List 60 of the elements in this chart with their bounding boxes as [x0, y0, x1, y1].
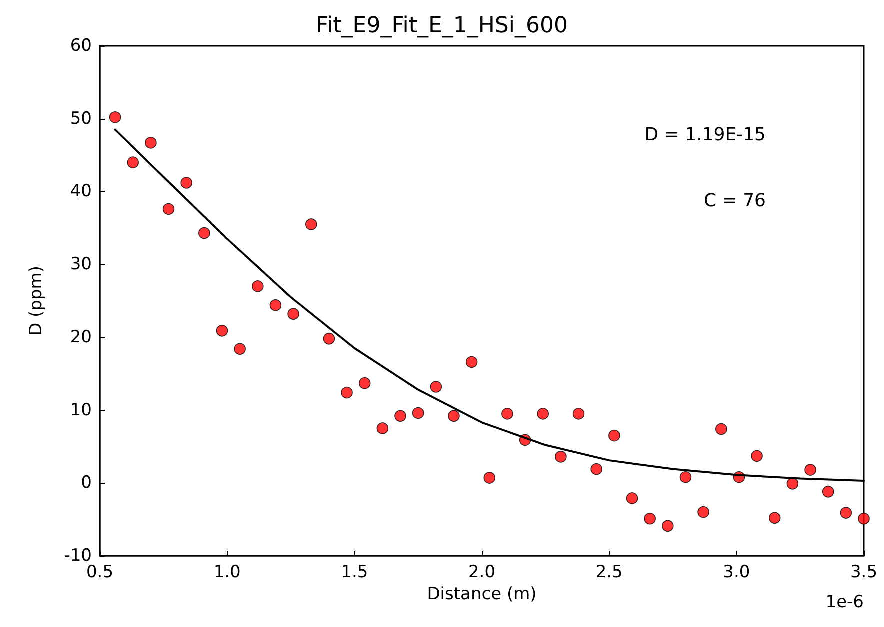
annotation: D = 1.19E-15: [644, 124, 766, 146]
y-tick-label: 40: [70, 182, 92, 202]
x-tick-label: 2.0: [468, 562, 496, 582]
point: [626, 492, 638, 504]
point: [270, 299, 282, 312]
point: [751, 450, 763, 462]
point: [305, 218, 318, 230]
point: [234, 343, 246, 355]
x-axis-title: Distance (m): [427, 584, 537, 604]
point: [590, 463, 602, 476]
point: [537, 408, 550, 420]
point: [804, 464, 816, 476]
point: [502, 408, 514, 420]
x-tick-label: 3.0: [723, 562, 750, 582]
point: [198, 227, 210, 240]
point: [341, 386, 353, 399]
point: [323, 332, 336, 345]
x-tick-label: 1.0: [214, 562, 241, 582]
point: [716, 423, 728, 436]
point: [394, 410, 406, 422]
point: [412, 407, 424, 420]
point: [608, 430, 620, 442]
y-tick-label: 50: [70, 108, 92, 129]
point: [484, 472, 496, 484]
point: [698, 506, 710, 518]
point: [109, 112, 122, 124]
x-tick-label: 1.5: [341, 562, 368, 582]
point: [288, 308, 300, 320]
text: 1e-6: [826, 592, 864, 612]
y-tick-label: 0: [81, 473, 92, 494]
point: [768, 512, 781, 524]
point: [430, 381, 442, 393]
y-tick-label: 60: [70, 36, 92, 56]
point: [466, 356, 478, 368]
point: [180, 177, 192, 189]
point: [662, 520, 674, 532]
y-tick-label: 30: [70, 254, 92, 275]
y-axis-title: D (ppm): [26, 266, 46, 336]
point: [680, 471, 692, 484]
point: [448, 410, 460, 422]
point: [555, 451, 567, 463]
point: [162, 203, 175, 216]
point: [376, 422, 389, 434]
point: [127, 156, 140, 168]
y-tick-label: 10: [70, 400, 92, 420]
point: [858, 512, 870, 525]
point: [786, 478, 799, 490]
chart-title: Fit_E9_Fit_E_1_HSi_600: [316, 14, 568, 38]
point: [840, 507, 852, 519]
point: [822, 486, 834, 498]
point: [572, 408, 585, 420]
y-tick-label: 20: [70, 327, 92, 348]
annotation: C = 76: [704, 190, 766, 212]
x-tick-label: 3.5: [850, 562, 878, 582]
point: [145, 137, 157, 149]
point: [216, 324, 228, 337]
x-tick-label: 2.5: [596, 562, 623, 582]
point: [252, 280, 264, 292]
point: [358, 377, 371, 390]
point: [644, 512, 656, 525]
